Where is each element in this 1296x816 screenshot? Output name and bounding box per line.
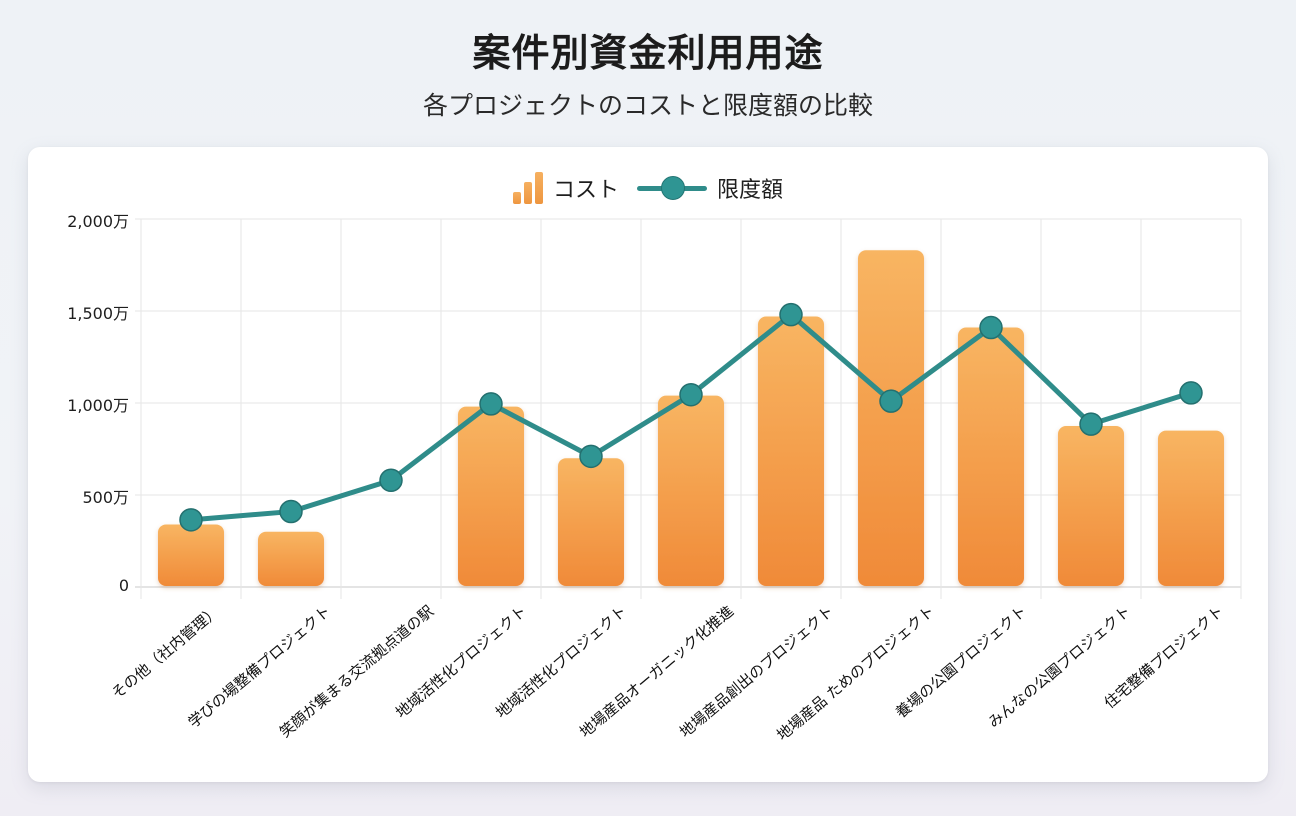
line-point-limit[interactable] <box>479 392 503 416</box>
line-point-limit[interactable] <box>679 382 703 407</box>
line-series-limit <box>179 302 1203 532</box>
line-point-limit[interactable] <box>579 444 603 469</box>
bar-cost[interactable] <box>958 327 1024 586</box>
line-point-limit[interactable] <box>1179 381 1203 405</box>
line-point-limit[interactable] <box>979 315 1003 340</box>
line-point-limit[interactable] <box>179 508 203 532</box>
legend-label-limit: 限度額 <box>717 178 784 203</box>
legend-item-limit[interactable]: 限度額 <box>637 172 783 204</box>
chart-legend: コスト 限度額 <box>0 170 1296 206</box>
line-point-limit[interactable] <box>1079 412 1103 436</box>
legend-item-cost[interactable]: コスト <box>512 172 619 204</box>
bar-cost[interactable] <box>1058 426 1124 586</box>
bar-cost[interactable] <box>1158 430 1224 586</box>
line-point-limit[interactable] <box>379 468 403 493</box>
bar-cost[interactable] <box>658 395 724 586</box>
bar-cost[interactable] <box>458 406 524 586</box>
bar-cost[interactable] <box>558 458 624 586</box>
y-tick-label: 500万 <box>82 488 129 507</box>
chart-subtitle: 各プロジェクトのコストと限度額の比較 <box>422 91 873 120</box>
bar-chart-icon <box>512 172 543 204</box>
chart-title: 案件別資金利用用途 <box>472 31 824 75</box>
y-tick-label: 0 <box>118 576 129 595</box>
bar-cost[interactable] <box>858 250 924 586</box>
y-tick-label: 1,500万 <box>67 304 129 323</box>
line-point-limit[interactable] <box>779 302 803 327</box>
legend-label-cost: コスト <box>552 178 619 203</box>
bar-cost[interactable] <box>258 531 324 586</box>
y-tick-label: 1,000万 <box>67 396 129 415</box>
line-point-limit[interactable] <box>279 499 303 524</box>
bar-cost[interactable] <box>158 524 224 586</box>
bar-cost[interactable] <box>758 316 824 586</box>
line-marker-icon <box>637 176 707 200</box>
line-point-limit[interactable] <box>879 389 903 413</box>
y-tick-label: 2,000万 <box>67 212 129 231</box>
bar-series-cost <box>158 250 1224 586</box>
